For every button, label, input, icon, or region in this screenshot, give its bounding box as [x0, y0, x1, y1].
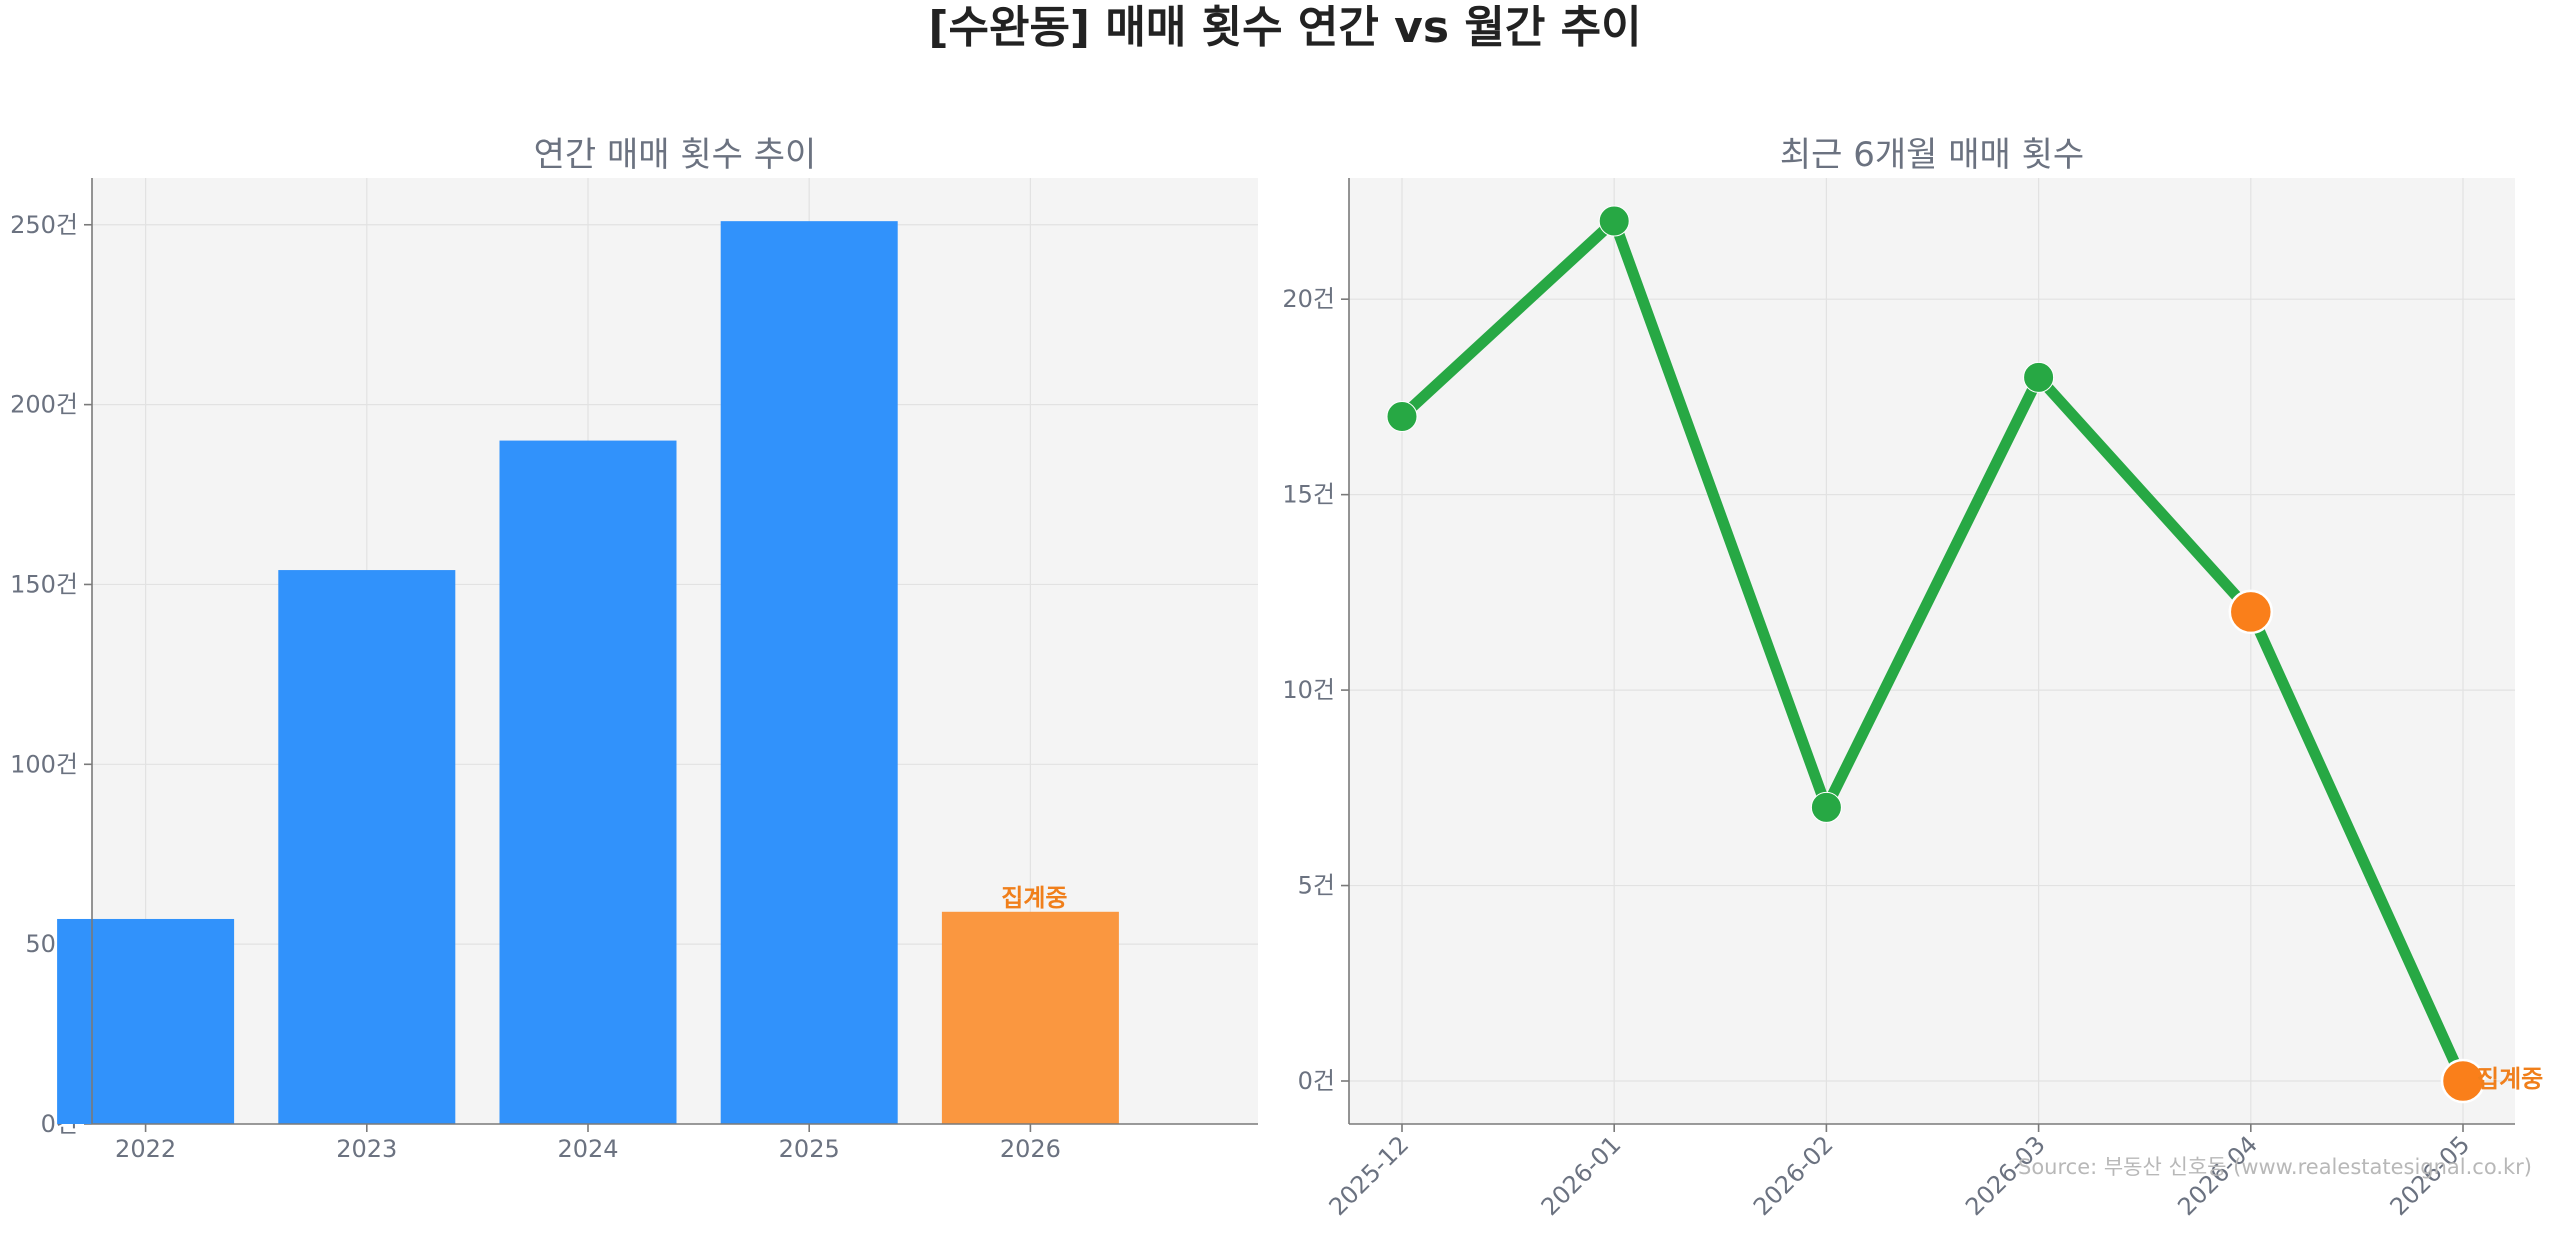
x-tick-label: 2025 [779, 1135, 840, 1163]
x-tick-label: 2026 [1000, 1135, 1061, 1163]
annual-bar-chart: 0건50건100건150건200건250건집계중2022202320242025… [10, 135, 1258, 1163]
point-2026-01 [1598, 205, 1630, 237]
x-tick-label: 2022 [115, 1135, 176, 1163]
y-tick-label: 10건 [1282, 676, 1335, 704]
bar-2026 [941, 911, 1119, 1124]
bar-2024 [499, 440, 677, 1124]
chart-title: 최근 6개월 매매 횟수 [1780, 135, 2084, 175]
x-tick-label: 2026-02 [1748, 1130, 1839, 1221]
x-tick-label: 2025-12 [1324, 1130, 1415, 1221]
bar-2022 [57, 918, 235, 1124]
y-tick-label: 200건 [10, 391, 78, 419]
y-tick-label: 15건 [1282, 481, 1335, 509]
point-2026-02 [1810, 791, 1842, 823]
point-2026-03 [2023, 361, 2055, 393]
y-tick-label: 250건 [10, 211, 78, 239]
point-2026-04 [2228, 589, 2274, 635]
series-line [1396, 215, 2469, 1087]
x-tick-label: 2023 [336, 1135, 397, 1163]
x-tick-label: 2024 [557, 1135, 618, 1163]
partial-label: 집계중 [2477, 1065, 2543, 1093]
point-2026-05 [2440, 1058, 2486, 1104]
x-tick-label: 2026-01 [1536, 1130, 1627, 1221]
plot-area [1349, 178, 2515, 1124]
bar-2025 [720, 221, 898, 1124]
figure-title: [수완동] 매매 횟수 연간 vs 월간 추이 [928, 2, 1641, 53]
point-2025-12 [1386, 400, 1418, 432]
y-tick-label: 150건 [10, 570, 78, 598]
y-tick-label: 20건 [1282, 285, 1335, 313]
bar-2023 [278, 570, 456, 1124]
y-tick-label: 100건 [10, 750, 78, 778]
y-tick-label: 5건 [1298, 872, 1335, 900]
y-tick-label: 0건 [1298, 1067, 1335, 1095]
chart-title: 연간 매매 횟수 추이 [534, 135, 817, 175]
partial-label: 집계중 [1001, 884, 1067, 912]
source-text: Source: 부동산 신호등 (www.realestatesignal.co… [2018, 1155, 2532, 1179]
